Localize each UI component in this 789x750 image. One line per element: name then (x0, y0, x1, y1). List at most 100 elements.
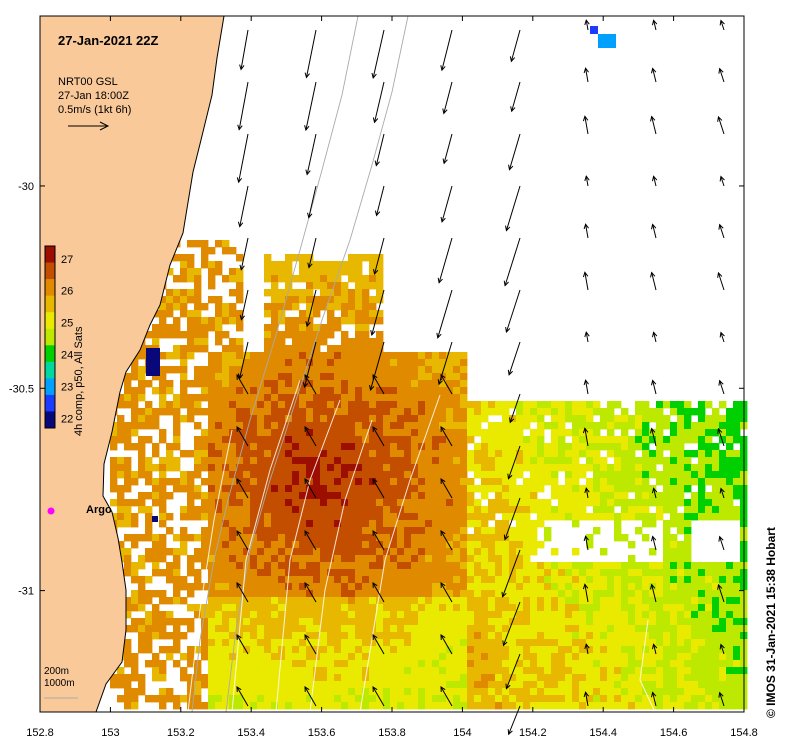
colorbar-segment (45, 295, 55, 313)
sst-pixel (572, 681, 580, 689)
sst-pixel (285, 401, 293, 409)
sst-pixel (306, 373, 314, 381)
sst-pixel (152, 660, 160, 668)
sst-pixel (600, 562, 608, 570)
sst-pixel (544, 471, 552, 479)
sst-pixel (229, 401, 237, 409)
sst-pixel (264, 303, 272, 311)
sst-pixel (411, 541, 419, 549)
sst-pixel (341, 387, 349, 395)
sst-pixel (138, 681, 146, 689)
sst-pixel (516, 639, 524, 647)
sst-pixel (418, 688, 426, 696)
sst-pixel (684, 702, 692, 710)
sst-pixel (278, 695, 286, 703)
sst-pixel (334, 317, 342, 325)
sst-pixel (593, 422, 601, 430)
sst-pixel (425, 625, 433, 633)
sst-pixel (285, 275, 293, 283)
current-arrow (508, 445, 521, 479)
sst-pixel (628, 450, 636, 458)
sst-pixel (215, 415, 223, 423)
sst-pixel (628, 541, 636, 549)
sst-pixel (628, 681, 636, 689)
sst-pixel (271, 611, 279, 619)
sst-pixel (152, 653, 160, 661)
sst-pixel (201, 625, 209, 633)
sst-pixel (334, 373, 342, 381)
sst-pixel (390, 653, 398, 661)
sst-pixel (383, 457, 391, 465)
sst-pixel (376, 667, 384, 675)
sst-pixel (411, 688, 419, 696)
sst-pixel (635, 499, 643, 507)
sst-pixel (264, 429, 272, 437)
sst-pixel (355, 667, 363, 675)
sst-pixel (271, 639, 279, 647)
sst-pixel (264, 275, 272, 283)
sst-pixel (292, 338, 300, 346)
sst-pixel (684, 422, 692, 430)
sst-pixel (180, 268, 188, 276)
sst-pixel (320, 387, 328, 395)
sst-pixel (649, 520, 657, 528)
sst-pixel (285, 380, 293, 388)
sst-pixel (516, 590, 524, 598)
sst-pixel (404, 590, 412, 598)
current-arrow (370, 341, 385, 391)
sst-pixel (166, 695, 174, 703)
sst-pixel (551, 513, 559, 521)
sst-pixel (719, 653, 727, 661)
sst-pixel (432, 597, 440, 605)
sst-pixel (250, 443, 258, 451)
sst-pixel (628, 485, 636, 493)
sst-pixel (243, 499, 251, 507)
sst-pixel (579, 471, 587, 479)
sst-pixel (418, 471, 426, 479)
sst-pixel (271, 310, 279, 318)
sst-pixel (537, 429, 545, 437)
current-arrow (308, 185, 317, 218)
sst-pixel (222, 695, 230, 703)
sst-pixel (509, 555, 517, 563)
sst-pixel (425, 653, 433, 661)
sst-pixel (173, 457, 181, 465)
sst-pixel (460, 548, 468, 556)
sst-pixel (418, 366, 426, 374)
sst-pixel (278, 562, 286, 570)
sst-pixel (404, 513, 412, 521)
sst-pixel (537, 688, 545, 696)
sst-pixel (187, 646, 195, 654)
sst-pixel (733, 576, 741, 584)
sst-pixel (159, 618, 167, 626)
sst-pixel (250, 639, 258, 647)
sst-pixel (264, 261, 272, 269)
sst-pixel (187, 317, 195, 325)
sst-pixel (208, 667, 216, 675)
sst-pixel (586, 583, 594, 591)
sst-pixel (642, 464, 650, 472)
sst-pixel (579, 688, 587, 696)
sst-pixel (684, 667, 692, 675)
sst-pixel (383, 576, 391, 584)
sst-pixel (285, 317, 293, 325)
sst-pixel (271, 534, 279, 542)
sst-pixel (474, 695, 482, 703)
sst-pixel (649, 590, 657, 598)
sst-pixel (376, 422, 384, 430)
sst-pixel (432, 695, 440, 703)
sst-pixel (551, 485, 559, 493)
sst-pixel (635, 457, 643, 465)
sst-pixel (292, 366, 300, 374)
sst-pixel (229, 359, 237, 367)
sst-pixel (621, 604, 629, 612)
sst-pixel (166, 450, 174, 458)
sst-pixel (523, 618, 531, 626)
sst-pixel (530, 688, 538, 696)
sst-pixel (362, 275, 370, 283)
current-arrow-head (719, 19, 725, 26)
sst-pixel (698, 695, 706, 703)
sst-pixel (635, 478, 643, 486)
sst-pixel (488, 674, 496, 682)
sst-pixel (215, 702, 223, 710)
